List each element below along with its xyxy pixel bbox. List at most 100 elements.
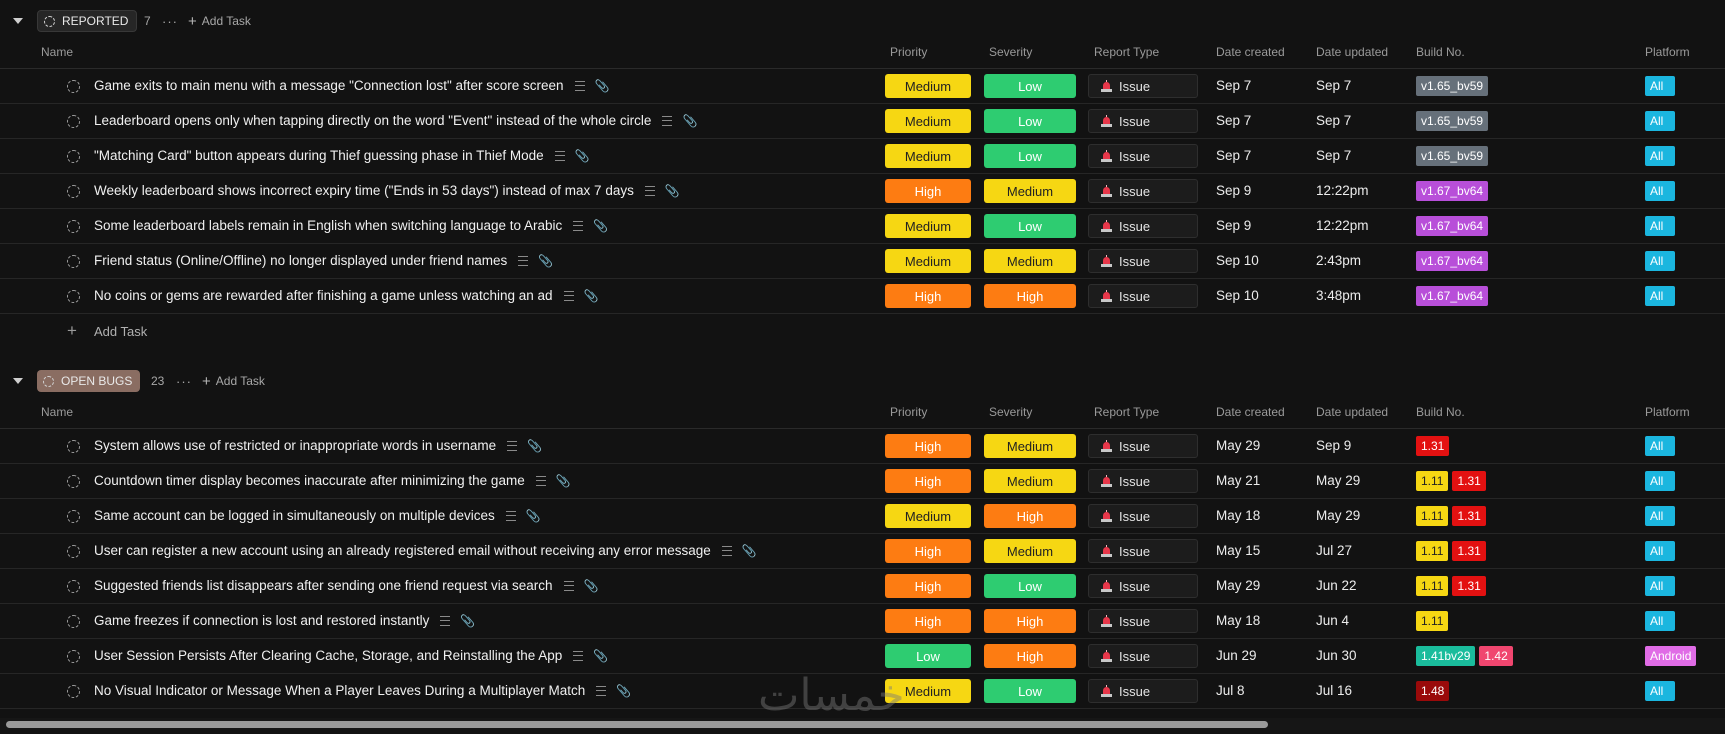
table-row[interactable]: Some leaderboard labels remain in Englis… bbox=[0, 209, 1725, 244]
build-tags[interactable]: 1.11 1.31 bbox=[1416, 576, 1486, 596]
priority-chip[interactable]: Medium bbox=[885, 504, 971, 528]
task-name-text[interactable]: Countdown timer display becomes inaccura… bbox=[94, 473, 525, 488]
build-tag[interactable]: 1.11 bbox=[1416, 471, 1449, 491]
build-tag[interactable]: 1.48 bbox=[1416, 681, 1450, 701]
report-type-chip[interactable]: Issue bbox=[1088, 644, 1198, 668]
build-tags[interactable]: 1.11 1.31 bbox=[1416, 541, 1486, 561]
add-task-row[interactable]: + Add Task bbox=[0, 314, 1725, 348]
attachment-icon[interactable]: 📎 bbox=[460, 613, 476, 628]
build-tags[interactable]: 1.11 1.31 bbox=[1416, 506, 1486, 526]
build-tags[interactable]: v1.65_bv59 bbox=[1416, 146, 1489, 166]
build-tag[interactable]: v1.65_bv59 bbox=[1416, 146, 1489, 166]
task-status-circle-icon[interactable] bbox=[67, 150, 80, 163]
severity-chip[interactable]: Medium bbox=[984, 469, 1076, 493]
date-updated[interactable]: Jul 27 bbox=[1316, 543, 1353, 558]
task-name[interactable]: Game freezes if connection is lost and r… bbox=[94, 613, 475, 628]
horizontal-scrollbar[interactable] bbox=[0, 718, 1725, 730]
build-tags[interactable]: v1.67_bv64 bbox=[1416, 216, 1489, 236]
task-name[interactable]: Weekly leaderboard shows incorrect expir… bbox=[94, 183, 680, 198]
date-updated[interactable]: 2:43pm bbox=[1316, 253, 1362, 268]
attachment-icon[interactable]: 📎 bbox=[593, 648, 609, 663]
date-updated[interactable]: 3:48pm bbox=[1316, 288, 1362, 303]
column-header-build-no[interactable]: Build No. bbox=[1416, 405, 1465, 419]
task-status-circle-icon[interactable] bbox=[67, 220, 80, 233]
table-row[interactable]: No coins or gems are rewarded after fini… bbox=[0, 279, 1725, 314]
platform-tag[interactable]: All bbox=[1645, 436, 1675, 456]
task-name[interactable]: Countdown timer display becomes inaccura… bbox=[94, 473, 571, 488]
build-tag[interactable]: v1.65_bv59 bbox=[1416, 111, 1489, 131]
task-name-text[interactable]: Weekly leaderboard shows incorrect expir… bbox=[94, 183, 634, 198]
attachment-icon[interactable]: 📎 bbox=[664, 183, 680, 198]
platform-tag[interactable]: All bbox=[1645, 576, 1675, 596]
task-status-circle-icon[interactable] bbox=[67, 115, 80, 128]
date-updated[interactable]: 12:22pm bbox=[1316, 183, 1369, 198]
severity-chip[interactable]: Low bbox=[984, 214, 1076, 238]
severity-chip[interactable]: Medium bbox=[984, 539, 1076, 563]
platform-tag[interactable]: All bbox=[1645, 541, 1675, 561]
table-row[interactable]: Game exits to main menu with a message "… bbox=[0, 69, 1725, 104]
severity-chip[interactable]: High bbox=[984, 284, 1076, 308]
severity-chip[interactable]: Low bbox=[984, 574, 1076, 598]
task-name-text[interactable]: "Matching Card" button appears during Th… bbox=[94, 148, 544, 163]
date-updated[interactable]: 12:22pm bbox=[1316, 218, 1369, 233]
task-name-text[interactable]: Some leaderboard labels remain in Englis… bbox=[94, 218, 563, 233]
attachment-icon[interactable]: 📎 bbox=[525, 508, 541, 523]
task-name[interactable]: Suggested friends list disappears after … bbox=[94, 578, 598, 593]
date-created[interactable]: May 29 bbox=[1216, 438, 1261, 453]
column-header-name[interactable]: Name bbox=[41, 45, 74, 59]
build-tags[interactable]: v1.67_bv64 bbox=[1416, 286, 1489, 306]
build-tags[interactable]: 1.31 bbox=[1416, 436, 1450, 456]
build-tag[interactable]: 1.42 bbox=[1479, 646, 1513, 666]
collapse-chevron-icon[interactable] bbox=[11, 374, 25, 388]
priority-chip[interactable]: Low bbox=[885, 644, 971, 668]
report-type-chip[interactable]: Issue bbox=[1088, 179, 1198, 203]
date-updated[interactable]: May 29 bbox=[1316, 473, 1361, 488]
attachment-icon[interactable]: 📎 bbox=[682, 113, 698, 128]
more-options-icon[interactable]: ··· bbox=[176, 373, 192, 389]
build-tags[interactable]: 1.11 bbox=[1416, 611, 1449, 631]
task-status-circle-icon[interactable] bbox=[67, 650, 80, 663]
task-name[interactable]: Some leaderboard labels remain in Englis… bbox=[94, 218, 608, 233]
build-tag[interactable]: v1.67_bv64 bbox=[1416, 216, 1489, 236]
task-status-circle-icon[interactable] bbox=[67, 290, 80, 303]
build-tag[interactable]: v1.67_bv64 bbox=[1416, 251, 1489, 271]
build-tag[interactable]: 1.11 bbox=[1416, 541, 1449, 561]
attachment-icon[interactable]: 📎 bbox=[594, 78, 610, 93]
task-name[interactable]: User Session Persists After Clearing Cac… bbox=[94, 648, 608, 663]
task-name[interactable]: No coins or gems are rewarded after fini… bbox=[94, 288, 598, 303]
task-name-text[interactable]: System allows use of restricted or inapp… bbox=[94, 438, 497, 453]
report-type-chip[interactable]: Issue bbox=[1088, 144, 1198, 168]
description-icon[interactable] bbox=[644, 185, 655, 196]
column-header-date-created[interactable]: Date created bbox=[1216, 405, 1285, 419]
build-tag[interactable]: 1.31 bbox=[1416, 436, 1450, 456]
platform-tag[interactable]: All bbox=[1645, 251, 1675, 271]
date-updated[interactable]: Jun 30 bbox=[1316, 648, 1357, 663]
column-header-platform[interactable]: Platform bbox=[1645, 405, 1690, 419]
add-task-button[interactable]: + Add Task bbox=[202, 373, 265, 390]
task-name-text[interactable]: No Visual Indicator or Message When a Pl… bbox=[94, 683, 586, 698]
date-created[interactable]: Sep 10 bbox=[1216, 253, 1259, 268]
date-updated[interactable]: Jun 4 bbox=[1316, 613, 1350, 628]
task-status-circle-icon[interactable] bbox=[67, 615, 80, 628]
column-header-name[interactable]: Name bbox=[41, 405, 74, 419]
date-created[interactable]: Sep 7 bbox=[1216, 148, 1252, 163]
platform-tag[interactable]: All bbox=[1645, 146, 1675, 166]
build-tags[interactable]: 1.41bv29 1.42 bbox=[1416, 646, 1513, 666]
description-icon[interactable] bbox=[507, 440, 518, 451]
priority-chip[interactable]: High bbox=[885, 539, 971, 563]
platform-tag[interactable]: All bbox=[1645, 286, 1675, 306]
column-header-severity[interactable]: Severity bbox=[989, 45, 1033, 59]
table-row[interactable]: Same account can be logged in simultaneo… bbox=[0, 499, 1725, 534]
task-name[interactable]: Same account can be logged in simultaneo… bbox=[94, 508, 541, 523]
platform-tag[interactable]: All bbox=[1645, 471, 1675, 491]
date-created[interactable]: May 18 bbox=[1216, 613, 1261, 628]
build-tags[interactable]: v1.65_bv59 bbox=[1416, 76, 1489, 96]
table-row[interactable]: Suggested friends list disappears after … bbox=[0, 569, 1725, 604]
severity-chip[interactable]: High bbox=[984, 644, 1076, 668]
priority-chip[interactable]: High bbox=[885, 284, 971, 308]
severity-chip[interactable]: Low bbox=[984, 144, 1076, 168]
severity-chip[interactable]: Medium bbox=[984, 434, 1076, 458]
report-type-chip[interactable]: Issue bbox=[1088, 539, 1198, 563]
report-type-chip[interactable]: Issue bbox=[1088, 574, 1198, 598]
description-icon[interactable] bbox=[563, 290, 574, 301]
